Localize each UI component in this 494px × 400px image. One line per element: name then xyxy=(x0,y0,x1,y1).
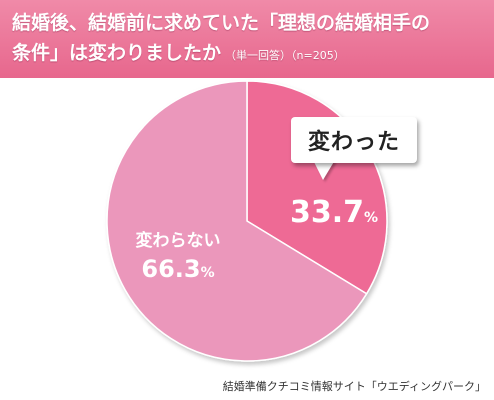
pie-slice-unchanged xyxy=(106,80,368,362)
chart-title-line-2-text: 条件」は変わりましたか xyxy=(12,42,222,64)
slice-value-unchanged-number: 66.3 xyxy=(141,255,201,283)
slice-value-unchanged: 66.3% xyxy=(141,255,215,283)
callout-tail xyxy=(313,160,335,180)
chart-title-line-2: 条件」は変わりましたか （単一回答）（n=205） xyxy=(12,38,482,71)
slice-label-changed: 33.7% xyxy=(274,196,394,235)
callout-changed: 変わった xyxy=(291,117,417,163)
source-credit: 結婚準備クチコミ情報サイト「ウエディングパーク」 xyxy=(222,380,486,393)
title-banner: 結婚後、結婚前に求めていた「理想の結婚相手の 条件」は変わりましたか （単一回答）… xyxy=(0,0,494,78)
slice-category-unchanged: 変わらない xyxy=(135,231,221,251)
slice-value-changed: 33.7% xyxy=(289,195,379,230)
chart-title-line-1: 結婚後、結婚前に求めていた「理想の結婚相手の xyxy=(12,12,431,34)
slice-value-changed-number: 33.7 xyxy=(289,195,364,230)
pie-chart xyxy=(106,80,388,362)
slice-label-unchanged: 変わらない 66.3% xyxy=(118,230,238,290)
survey-note: （単一回答）（n=205） xyxy=(225,49,345,62)
